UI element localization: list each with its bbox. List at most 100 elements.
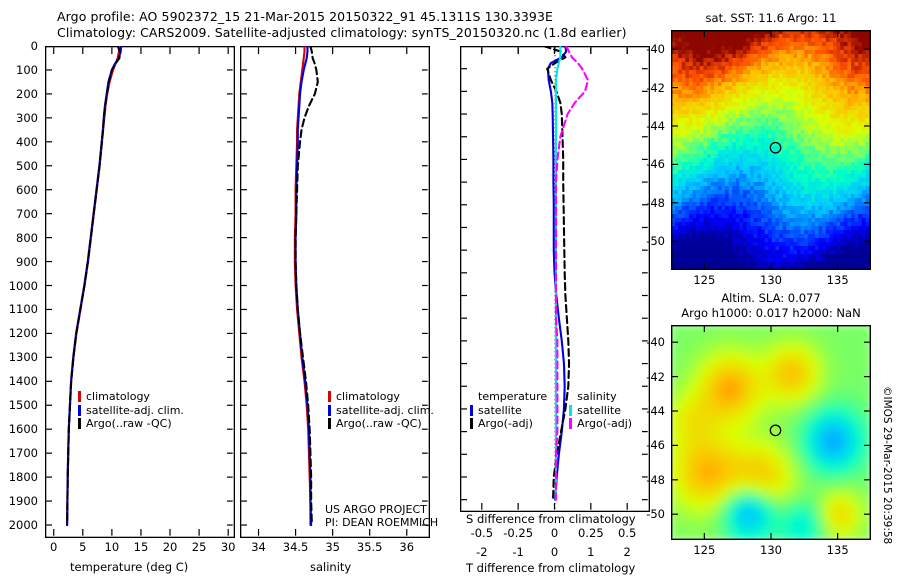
sst-map	[671, 30, 871, 270]
depth-ticklabel: 0	[30, 39, 38, 53]
sla-map-yticklabels: -40 -42 -44 -46 -48 -50	[638, 325, 668, 540]
depth-ticklabel: 200	[16, 86, 38, 101]
legend-item: satellite	[470, 404, 547, 418]
depth-ticklabel: 600	[16, 182, 38, 197]
s-difference-ticklabel: 0.25	[578, 526, 604, 540]
sst-map-svg	[671, 30, 871, 270]
legend-label: satellite	[577, 403, 621, 417]
map-lon-ticklabel: 130	[760, 543, 782, 557]
legend-item: satellite	[569, 404, 632, 418]
t-difference-ticklabel: -2	[476, 545, 488, 559]
depth-ticklabel: 1100	[8, 302, 38, 317]
temperature-ticklabel: 15	[133, 540, 149, 554]
legend-label: satellite-adj. clim.	[336, 403, 434, 417]
map-lon-ticklabel: 135	[826, 273, 849, 287]
depth-ticklabel: 700	[16, 206, 38, 221]
map-lat-ticklabel: -42	[646, 369, 665, 384]
temperature-ticklabel: 0	[50, 540, 58, 554]
legend-label: satellite-adj. clim.	[86, 403, 184, 417]
legend-label: Argo(-adj)	[577, 417, 633, 430]
legend-label: Argo(..raw -QC)	[336, 417, 422, 430]
sst-profile-marker	[769, 141, 782, 154]
legend-item: climatology	[328, 390, 434, 404]
depth-ticklabel: 400	[16, 134, 38, 149]
series-salinity-satellite	[554, 46, 562, 501]
legend-swatch-icon	[470, 418, 473, 430]
t-difference-ticklabel: 0	[550, 545, 559, 559]
map-lat-ticklabel: -46	[646, 438, 665, 453]
depth-ticklabel: 1700	[8, 446, 38, 461]
legend-item: Argo(-adj)	[470, 417, 547, 431]
depth-ticklabel: 1500	[8, 398, 38, 413]
sst-map-yticklabels: -40 -42 -44 -46 -48 -50	[638, 30, 668, 270]
legend-swatch-icon	[569, 418, 573, 430]
map-lat-ticklabel: -50	[646, 234, 665, 249]
temperature-ticklabel: 30	[220, 540, 236, 554]
temperature-ticklabel: 25	[191, 540, 207, 554]
sla-map-title-line2: Argo h1000: 0.017 h2000: NaN	[681, 306, 861, 320]
legend-item: Argo(..raw -QC)	[78, 417, 184, 431]
project-line1: US ARGO PROJECT	[325, 503, 427, 516]
s-difference-ticklabel: -0.5	[470, 526, 494, 540]
salinity-axis-label: salinity	[310, 560, 352, 574]
legend-swatch-icon	[78, 418, 81, 430]
map-lon-ticklabel: 125	[693, 543, 716, 557]
legend-label: climatology	[86, 390, 150, 403]
legend-label: satellite	[478, 403, 522, 417]
s-difference-axis-label: S difference from climatology	[466, 512, 636, 526]
sst-map-title: sat. SST: 11.6 Argo: 11	[705, 11, 837, 25]
map-lon-ticklabel: 135	[826, 543, 849, 557]
t-difference-xticklabels: -2 -1 0 1 2	[460, 545, 650, 559]
sst-map-xticklabels: 125 130 135	[671, 273, 871, 289]
t-difference-axis-label: T difference from climatology	[466, 561, 636, 575]
legend-group-heading: temperature	[478, 390, 548, 403]
depth-ticklabel: 300	[16, 110, 38, 125]
map-lon-ticklabel: 125	[693, 273, 716, 287]
legend-label: Argo(-adj)	[478, 417, 533, 430]
depth-ticklabel: 100	[16, 62, 38, 77]
temperature-axis-label: temperature (deg C)	[70, 560, 189, 574]
depth-ticklabel: 900	[16, 254, 38, 269]
depth-ticklabel: 2000	[8, 518, 38, 533]
depth-ticklabel: 1400	[8, 374, 38, 389]
t-difference-ticklabel: 1	[587, 545, 595, 559]
legend-group: temperature satellite Argo(-adj)	[470, 390, 547, 431]
temperature-ticklabel: 20	[162, 540, 178, 554]
depth-ticklabel: 1900	[8, 494, 38, 509]
difference-legend: temperature satellite Argo(-adj) salinity sa…	[470, 390, 660, 431]
t-difference-ticklabel: 2	[623, 545, 631, 559]
salinity-plot-svg	[240, 46, 430, 538]
depth-ticklabel: 1600	[8, 422, 38, 437]
legend-label: climatology	[336, 390, 400, 403]
salinity-ticklabel: 34	[251, 540, 266, 554]
series-temperature-argo-adj-	[542, 46, 571, 501]
temperature-ticklabel: 5	[79, 540, 87, 554]
imos-credit: ©IMOS 29-Mar-2015 20:39:58	[881, 386, 900, 544]
temperature-xticklabels: 0 5 10 15 20 25 30	[45, 540, 235, 556]
sla-map-title-line1: Altim. SLA: 0.077	[721, 291, 821, 305]
series-argo-raw-qc-	[66, 46, 122, 527]
difference-panel	[460, 46, 650, 512]
depth-ticklabel: 1200	[8, 326, 38, 341]
salinity-ticklabel: 34.5	[282, 540, 309, 554]
t-difference-ticklabel: -1	[512, 545, 524, 559]
legend-swatch-icon	[78, 404, 81, 416]
legend-item: satellite-adj. clim.	[328, 404, 434, 418]
legend-swatch-icon	[569, 404, 573, 416]
map-lat-ticklabel: -48	[646, 195, 665, 210]
s-difference-xticklabels: -0.5 -0.25 0 0.25 0.5	[460, 526, 650, 540]
map-lat-ticklabel: -48	[646, 472, 665, 487]
legend-item: climatology	[78, 390, 184, 404]
salinity-ticklabel: 35.5	[356, 540, 383, 554]
salinity-xticklabels: 34 34.5 35 35.5 36	[240, 540, 430, 556]
page-title-line1: Argo profile: AO 5902372_15 21-Mar-2015 …	[57, 9, 554, 24]
s-difference-ticklabel: 0.5	[618, 526, 637, 540]
legend-swatch-icon	[470, 404, 473, 416]
page-title-line2: Climatology: CARS2009. Satellite-adjuste…	[57, 25, 627, 40]
legend-swatch-icon	[328, 404, 331, 416]
legend-item: Argo(-adj)	[569, 417, 632, 431]
map-lat-ticklabel: -40	[646, 335, 665, 350]
salinity-panel	[240, 46, 430, 538]
imos-credit-text: ©IMOS 29-Mar-2015 20:39:58	[881, 386, 893, 545]
series-argo-raw-qc-	[294, 46, 319, 527]
